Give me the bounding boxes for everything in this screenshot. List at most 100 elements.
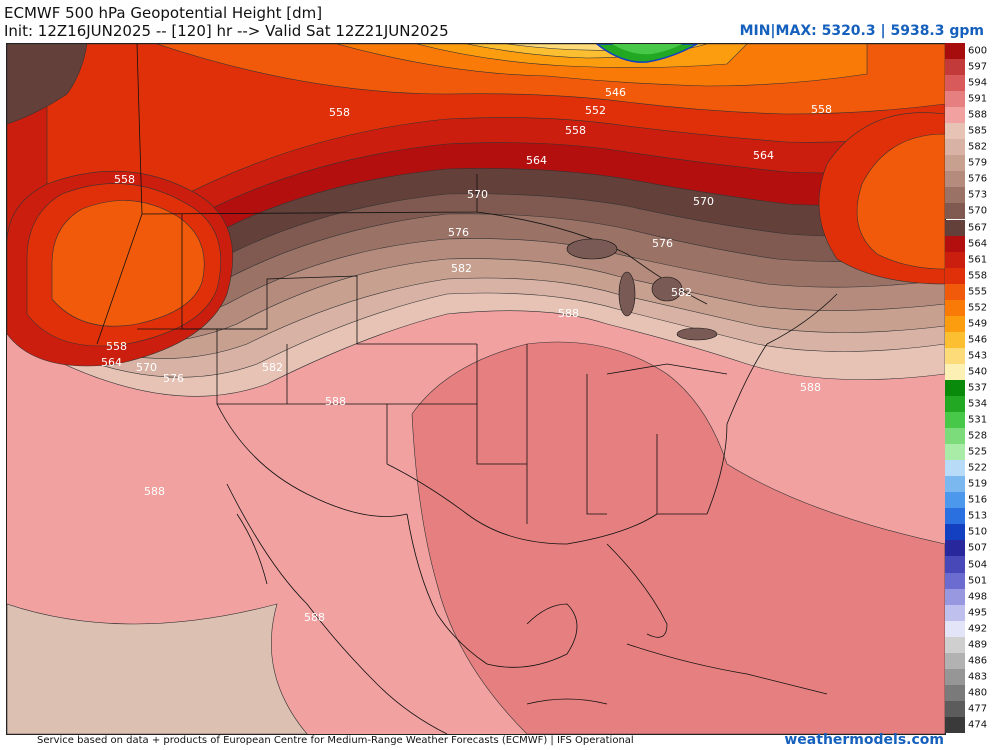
- colorbar-swatch: [945, 315, 965, 332]
- init-valid-time: Init: 12Z16JUN2025 -- [120] hr --> Valid…: [4, 22, 449, 40]
- contour-label: 564: [526, 154, 547, 167]
- colorbar-entry: 558: [945, 267, 1000, 284]
- contour-label: 570: [136, 361, 157, 374]
- colorbar-label: 552: [968, 302, 988, 314]
- contour-label: 558: [811, 103, 832, 116]
- colorbar-entry: 486: [945, 652, 1000, 669]
- colorbar-label: 585: [968, 125, 988, 137]
- pacific-northwest-low: [7, 44, 88, 125]
- colorbar-label: 537: [968, 382, 988, 394]
- colorbar-label: 597: [968, 61, 988, 73]
- contour-label: 546: [605, 86, 626, 99]
- colorbar-label: 507: [968, 542, 988, 554]
- contour-label: 576: [652, 237, 673, 250]
- colorbar-label: 501: [968, 575, 988, 587]
- colorbar-label: 573: [968, 189, 988, 201]
- colorbar-entry: 552: [945, 299, 1000, 316]
- colorbar-swatch: [945, 155, 965, 172]
- contour-label: 564: [101, 356, 122, 369]
- contour-label: 564: [753, 149, 774, 162]
- colorbar-label: 528: [968, 430, 988, 442]
- colorbar-label: 513: [968, 510, 988, 522]
- band-585-southwest: [7, 603, 308, 734]
- colorbar-swatch: [945, 652, 965, 669]
- contour-label: 558: [329, 106, 350, 119]
- colorbar-swatch: [945, 604, 965, 621]
- colorbar-label: 582: [968, 141, 988, 153]
- colorbar-swatch: [945, 235, 965, 252]
- colorbar-label: 516: [968, 494, 988, 506]
- colorbar-label: 600: [968, 45, 988, 57]
- colorbar-swatch: [945, 668, 965, 685]
- colorbar-swatch: [945, 299, 965, 316]
- colorbar-entry: 519: [945, 476, 1000, 493]
- colorbar-label: 594: [968, 77, 988, 89]
- contour-label: 588: [144, 485, 165, 498]
- colorbar-swatch: [945, 75, 965, 92]
- colorbar-entry: 600: [945, 43, 1000, 60]
- colorbar-swatch: [945, 716, 965, 733]
- colorbar-label: 567: [968, 222, 988, 234]
- colorbar-label: 576: [968, 173, 988, 185]
- colorbar-swatch: [945, 283, 965, 300]
- northeast-band-555: [856, 133, 945, 270]
- band-591: [411, 341, 945, 734]
- colorbar-swatch: [945, 59, 965, 76]
- colorbar-entry: 546: [945, 331, 1000, 348]
- contour-label: 570: [467, 188, 488, 201]
- colorbar-entry: 576: [945, 171, 1000, 188]
- colorbar-entry: 543: [945, 347, 1000, 364]
- colorbar-swatch: [945, 572, 965, 589]
- contour-label: 558: [114, 173, 135, 186]
- colorbar-entry: 579: [945, 155, 1000, 172]
- colorbar-label: 555: [968, 286, 988, 298]
- contour-label: 588: [800, 381, 821, 394]
- political-boundaries: [96, 44, 838, 734]
- colorbar-label: 543: [968, 350, 988, 362]
- colorbar-entry: 561: [945, 251, 1000, 268]
- colorbar-entry: 537: [945, 379, 1000, 396]
- colorbar-label: 489: [968, 639, 988, 651]
- colorbar-swatch: [945, 139, 965, 156]
- colorbar-label: 492: [968, 623, 988, 635]
- colorbar-swatch: [945, 508, 965, 525]
- colorbar-entry: 531: [945, 412, 1000, 429]
- colorbar-entry: 570: [945, 203, 1000, 220]
- colorbar-swatch: [945, 556, 965, 573]
- great-lakes: [566, 238, 718, 341]
- colorbar-label: 480: [968, 687, 988, 699]
- colorbar-entry: 528: [945, 428, 1000, 445]
- colorbar-label: 540: [968, 366, 988, 378]
- colorbar-swatch: [945, 460, 965, 477]
- brand-link[interactable]: weathermodels.com: [784, 732, 944, 748]
- geopotential-height-map: 546 552 558 558 558 558 558 564 564 564 …: [6, 43, 946, 735]
- colorbar-swatch: [945, 444, 965, 461]
- colorbar-label: 498: [968, 591, 988, 603]
- colorbar-entry: 483: [945, 668, 1000, 685]
- colorbar-label: 525: [968, 446, 988, 458]
- colorbar-entry: 588: [945, 107, 1000, 124]
- contour-label: 552: [585, 104, 606, 117]
- contour-label: 582: [451, 262, 472, 275]
- colorbar-swatch: [945, 219, 965, 236]
- colorbar-entry: 534: [945, 396, 1000, 413]
- colorbar-label: 564: [968, 238, 988, 250]
- contour-label: 588: [304, 611, 325, 624]
- colorbar-entry: 510: [945, 524, 1000, 541]
- colorbar-label: 561: [968, 254, 988, 266]
- colorbar-entry: 555: [945, 283, 1000, 300]
- colorbar-label: 591: [968, 93, 988, 105]
- colorbar-swatch: [945, 620, 965, 637]
- colorbar-entry: 522: [945, 460, 1000, 477]
- colorbar-swatch: [945, 203, 965, 220]
- colorbar-entry: 501: [945, 572, 1000, 589]
- colorbar-swatch: [945, 428, 965, 445]
- colorbar-swatch: [945, 636, 965, 653]
- colorbar-swatch: [945, 492, 965, 509]
- colorbar-entry: 525: [945, 444, 1000, 461]
- colorbar-swatch: [945, 43, 965, 60]
- colorbar-swatch: [945, 524, 965, 541]
- colorbar-label: 510: [968, 526, 988, 538]
- colorbar-entry: 504: [945, 556, 1000, 573]
- contour-label: 576: [448, 226, 469, 239]
